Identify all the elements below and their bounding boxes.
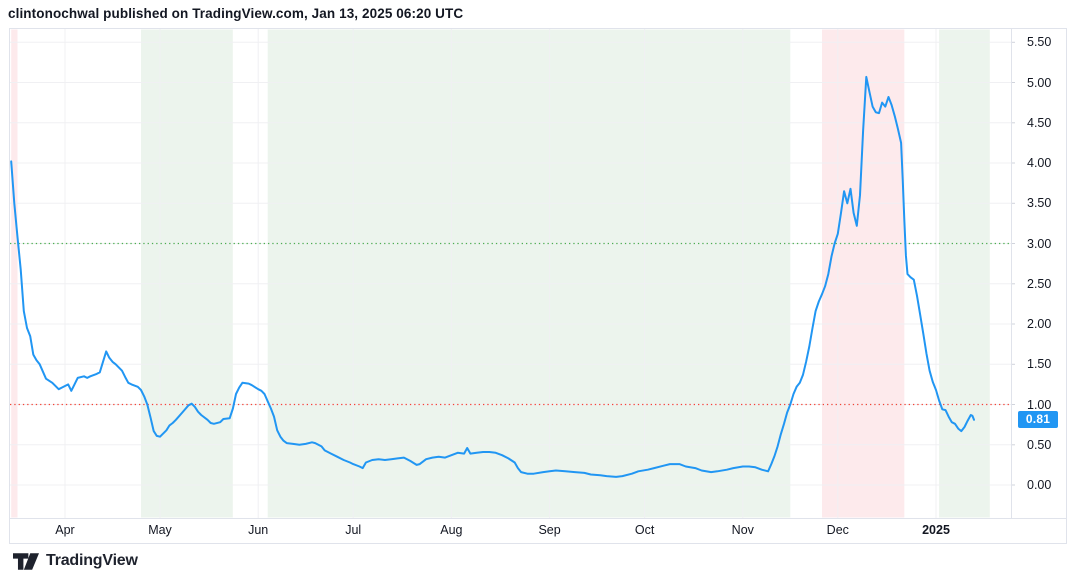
tradingview-logo-icon[interactable] xyxy=(13,552,39,570)
price-axis-label: 5.00 xyxy=(1027,75,1052,90)
price-axis-label: 0.50 xyxy=(1027,437,1052,452)
price-axis-label: 1.50 xyxy=(1027,357,1052,372)
price-chart-plot[interactable] xyxy=(10,29,1066,543)
time-axis-label: Nov xyxy=(731,523,754,537)
price-axis-label: 3.50 xyxy=(1027,196,1052,211)
price-axis[interactable]: 5.50 5.00 4.50 4.00 3.50 3.00 2.50 2.00 1.50 1.00… xyxy=(1011,29,1066,518)
time-axis-label: Oct xyxy=(634,523,655,537)
time-axis[interactable]: Apr May Jun Jul Aug Sep Oct Nov Dec 2025 xyxy=(10,518,1066,543)
chart-widget: 5.50 5.00 4.50 4.00 3.50 3.00 2.50 2.00 1.50 1.00… xyxy=(9,28,1067,544)
last-price-badge: 0.81 xyxy=(1018,411,1058,429)
attribution-text: clintonochwal published on TradingView.c… xyxy=(8,6,464,21)
last-price-value: 0.81 xyxy=(1025,412,1051,427)
time-axis-label: May xyxy=(148,523,172,537)
time-axis-label: Sep xyxy=(538,523,561,537)
price-axis-label: 4.00 xyxy=(1027,156,1052,170)
time-axis-label: Jun xyxy=(248,523,269,537)
footer-branding: TradingView xyxy=(13,548,138,574)
time-axis-label: Aug xyxy=(440,523,463,537)
time-axis-label: Jul xyxy=(345,523,362,537)
time-axis-label: Dec xyxy=(826,523,849,537)
time-axis-label: Apr xyxy=(55,523,75,537)
price-axis-label: 5.50 xyxy=(1027,35,1052,50)
price-axis-label: 4.50 xyxy=(1027,115,1052,130)
time-axis-label: 2025 xyxy=(922,523,950,537)
price-axis-label: 2.50 xyxy=(1027,276,1052,291)
price-axis-label: 0.00 xyxy=(1027,478,1052,492)
price-axis-label: 2.00 xyxy=(1027,317,1052,331)
price-axis-label: 3.00 xyxy=(1027,236,1052,251)
price-axis-label: 1.00 xyxy=(1027,397,1052,412)
tradingview-logo-text[interactable]: TradingView xyxy=(46,552,138,569)
